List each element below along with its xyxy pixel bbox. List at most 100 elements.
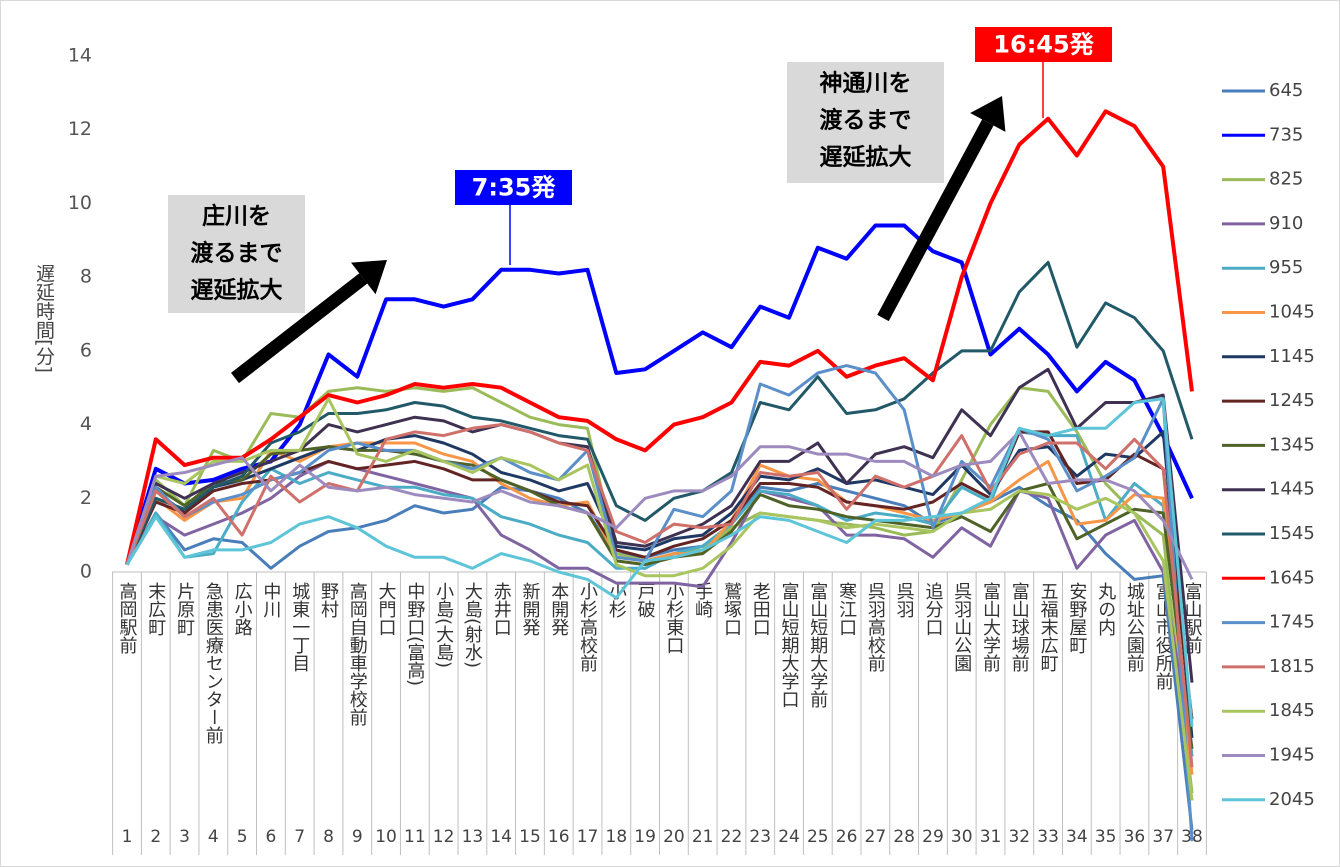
x-tick-label: 大島(射水) [462, 582, 483, 668]
stop-number: 21 [692, 827, 714, 847]
x-tick-label: 富山短期大学口 [779, 582, 800, 708]
stop-number: 26 [836, 827, 858, 847]
x-tick-label: 末広町 [145, 582, 166, 636]
annotation-box [455, 170, 572, 205]
stop-number: 34 [1066, 827, 1088, 847]
stop-number: 13 [462, 827, 484, 847]
x-tick-label: 片原町 [174, 582, 195, 636]
annotation-text: 16:45発 [993, 31, 1094, 59]
stop-number: 32 [1008, 827, 1030, 847]
stop-number: 25 [807, 827, 829, 847]
y-tick-label: 12 [68, 118, 92, 140]
series-line [125, 397, 1194, 727]
x-tick-label: 呉羽 [894, 582, 915, 618]
x-tick-label: 本開発 [548, 582, 569, 636]
series-line [125, 445, 1194, 750]
y-tick-label: 2 [80, 487, 92, 509]
x-tick-label: 五福末広町 [1038, 582, 1059, 672]
stop-number: 2 [150, 827, 161, 847]
stop-number: 37 [1152, 827, 1174, 847]
x-tick-label: 手崎 [692, 582, 713, 618]
stop-number: 10 [375, 827, 397, 847]
series-line [125, 397, 1194, 801]
legend-label: 1045 [1269, 302, 1315, 323]
x-tick-label: 安野屋町 [1066, 582, 1087, 654]
annotation-box [787, 62, 944, 183]
x-tick-label: 城址公園前 [1124, 582, 1145, 672]
x-tick-label: 城東一丁目 [289, 582, 310, 672]
x-tick-label: 小杉高校前 [577, 582, 598, 672]
y-tick-label: 14 [68, 45, 92, 67]
stop-number: 23 [749, 827, 771, 847]
legend-label: 1645 [1269, 567, 1315, 588]
x-tick-label: 中野口(富高) [404, 582, 425, 686]
stop-number: 7 [294, 827, 305, 847]
legend-label: 825 [1269, 169, 1303, 190]
stop-number: 29 [922, 827, 944, 847]
x-tick-label: 広小路 [232, 582, 253, 636]
stop-number: 6 [266, 827, 277, 847]
annotation-text: 渡るまで [191, 240, 283, 267]
x-tick-label: 富山球場前 [1009, 582, 1030, 672]
legend-label: 1845 [1269, 700, 1315, 721]
legend-label: 910 [1269, 213, 1303, 234]
annotation-text: 遅延拡大 [191, 278, 283, 304]
series-line [125, 367, 1194, 683]
stop-number: 12 [433, 827, 455, 847]
x-tick-label: 急患医療センター前 [203, 582, 224, 744]
annotation-text: 遅延拡大 [820, 145, 912, 171]
legend-label: 1445 [1269, 479, 1315, 500]
stop-number: 16 [548, 827, 570, 847]
stop-number: 28 [893, 827, 915, 847]
y-tick-label: 8 [80, 266, 92, 288]
annotation-text: 渡るまで [820, 107, 912, 134]
legend-label: 735 [1269, 124, 1303, 145]
series-line [125, 109, 1194, 566]
x-tick-label: 高岡駅前 [117, 582, 138, 654]
arrow-shaft [877, 119, 994, 322]
stop-number: 22 [721, 827, 743, 847]
series-line [125, 423, 1194, 768]
stop-number: 36 [1124, 827, 1146, 847]
legend-label: 1145 [1269, 346, 1315, 367]
legend-label: 955 [1269, 257, 1303, 278]
series-line [125, 430, 1194, 739]
stop-number: 33 [1037, 827, 1059, 847]
stop-number: 17 [577, 827, 599, 847]
legend-label: 2045 [1269, 789, 1315, 810]
legend-label: 1545 [1269, 523, 1315, 544]
x-tick-label: 小杉東口 [663, 582, 684, 654]
y-tick-label: 10 [68, 192, 92, 214]
arrow-head [970, 96, 1006, 132]
stop-number: 31 [980, 827, 1002, 847]
x-tick-label: 高岡自動車学校前 [347, 582, 368, 726]
legend-label: 1745 [1269, 612, 1315, 633]
x-tick-label: 新開発 [519, 582, 540, 636]
stop-number: 24 [778, 827, 800, 847]
x-tick-label: 老田口 [750, 582, 771, 636]
stop-number: 27 [865, 827, 887, 847]
x-tick-label: 追分口 [922, 582, 943, 636]
series-line [125, 260, 1194, 566]
x-tick-label: 赤井口 [491, 582, 512, 636]
stop-number: 3 [179, 827, 190, 847]
legend-label: 645 [1269, 80, 1303, 101]
x-tick-label: 戸破 [635, 582, 656, 618]
legend-label: 1245 [1269, 390, 1315, 411]
x-tick-label: 野村 [318, 582, 339, 618]
x-tick-label: 富山短期大学前 [807, 582, 828, 708]
legend-label: 1815 [1269, 656, 1315, 677]
annotation-box [168, 195, 305, 313]
x-tick-label: 大門口 [376, 582, 397, 636]
arrow-shaft [231, 273, 368, 384]
stop-number: 8 [323, 827, 334, 847]
stop-number: 1 [122, 827, 133, 847]
x-tick-label: 呉羽高校前 [865, 582, 886, 672]
stop-number: 5 [237, 827, 248, 847]
series-line [125, 482, 1194, 831]
stop-number: 9 [352, 827, 363, 847]
y-tick-label: 6 [80, 339, 92, 361]
annotation-box [975, 27, 1112, 62]
stop-number: 18 [606, 827, 628, 847]
